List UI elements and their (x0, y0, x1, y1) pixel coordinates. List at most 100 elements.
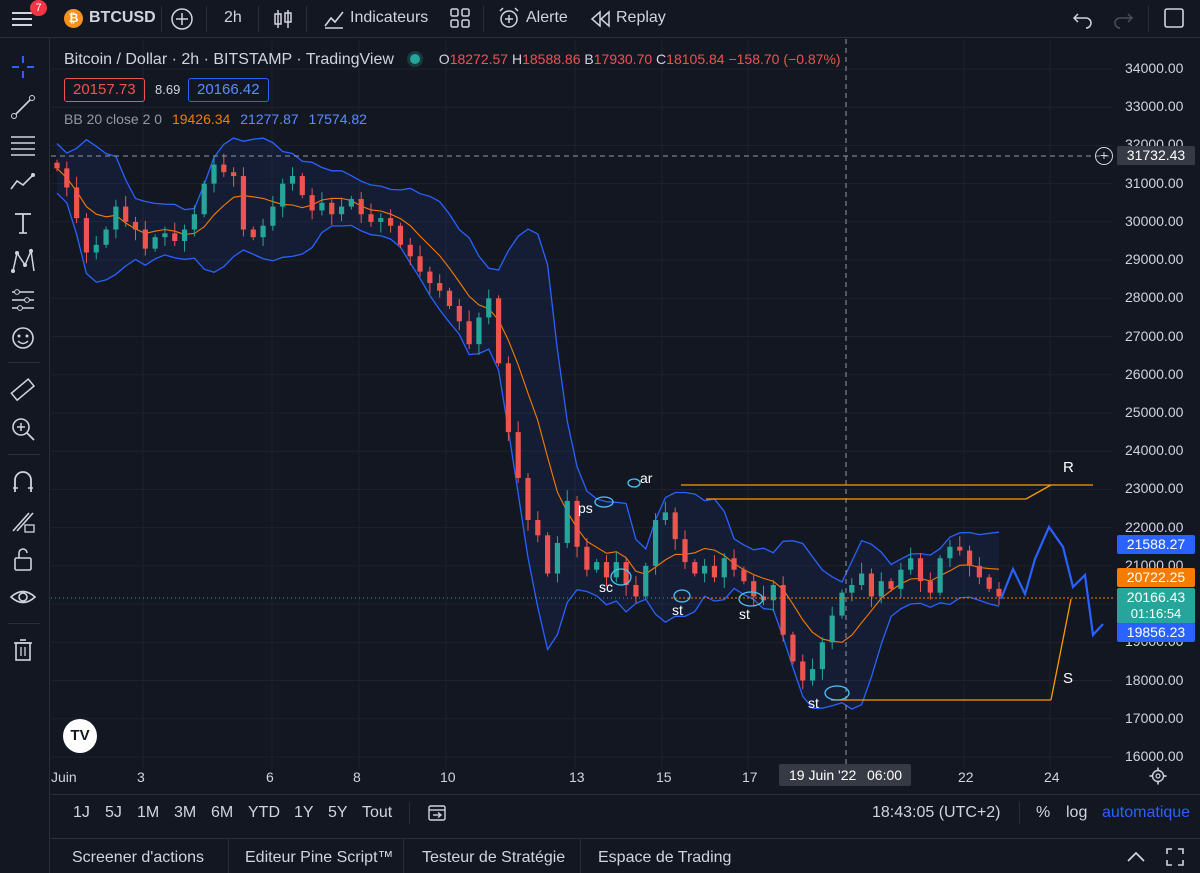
divider (161, 6, 162, 32)
fullscreen-icon[interactable] (1163, 7, 1185, 29)
candle (751, 581, 757, 597)
candle (289, 176, 296, 184)
settings-gear-icon[interactable] (1149, 767, 1167, 785)
text-tool-icon[interactable] (9, 209, 37, 237)
price-axis[interactable]: 34000.00 33000.00 32000.00 31000.00 30000.00… (1113, 39, 1200, 769)
prediction-icon[interactable] (9, 286, 37, 314)
redo-icon[interactable] (1112, 8, 1134, 30)
crosshair-icon[interactable] (9, 53, 37, 81)
auto-toggle[interactable]: automatique (1102, 804, 1191, 821)
alarm-clock-icon[interactable] (497, 6, 521, 30)
candle (260, 225, 266, 238)
candle (692, 562, 698, 574)
add-alert-icon[interactable]: + (1095, 147, 1113, 165)
basis-price-label: 20722.25 (1117, 568, 1195, 587)
unlock-icon[interactable] (9, 545, 37, 573)
trash-icon[interactable] (9, 636, 37, 664)
candle (132, 221, 139, 230)
candle (211, 164, 217, 184)
range-3m[interactable]: 3M (174, 804, 197, 821)
tradingview-logo[interactable]: TV (63, 719, 97, 753)
buy-button[interactable]: 20166.42 (188, 78, 269, 102)
range-1y[interactable]: 1Y (294, 804, 314, 821)
candle (172, 233, 178, 241)
emoji-icon[interactable] (9, 324, 37, 352)
tab-strategy-tester[interactable]: Testeur de Stratégie (422, 849, 566, 866)
candle (329, 202, 335, 215)
ruler-icon[interactable] (9, 376, 37, 404)
spread-value: 8.69 (155, 82, 181, 97)
candle (466, 321, 472, 345)
interval-button[interactable]: 2h (224, 9, 242, 26)
replay-button[interactable]: Replay (616, 9, 666, 26)
candle (64, 168, 70, 188)
candle (427, 271, 433, 284)
tab-trading-panel[interactable]: Espace de Trading (598, 849, 732, 866)
price-tick-label: 30000.00 (1125, 212, 1184, 229)
replay-icon[interactable] (590, 9, 612, 29)
range-1d[interactable]: 1J (73, 804, 90, 821)
magnet-icon[interactable] (9, 468, 37, 496)
brush-icon[interactable] (9, 169, 37, 197)
legend-row: Bitcoin / Dollar · 2h · BITSTAMP · Tradi… (64, 51, 841, 68)
candle (368, 214, 374, 222)
range-1m[interactable]: 1M (137, 804, 160, 821)
undo-icon[interactable] (1072, 8, 1094, 30)
candle (250, 229, 256, 238)
layouts-icon[interactable] (449, 7, 471, 29)
time-tick-label: 13 (569, 769, 585, 785)
chart-grid (51, 39, 1113, 769)
symbol-button[interactable]: BTCUSD (89, 9, 156, 26)
candle (280, 183, 286, 207)
candle (868, 573, 875, 597)
candle (221, 164, 227, 173)
fib-retracement-icon[interactable] (9, 131, 37, 159)
range-5d[interactable]: 5J (105, 804, 122, 821)
symbol-title[interactable]: Bitcoin / Dollar · 2h · BITSTAMP · Tradi… (64, 51, 394, 68)
log-toggle[interactable]: log (1066, 804, 1088, 821)
candle (731, 558, 737, 570)
clock[interactable]: 18:43:05 (UTC+2) (872, 804, 1001, 821)
range-ytd[interactable]: YTD (248, 804, 280, 821)
add-symbol-icon[interactable] (170, 7, 194, 31)
lock-drawing-icon[interactable] (9, 507, 37, 535)
indicators-button[interactable]: Indicateurs (350, 9, 429, 26)
bottom-panel: Screener d'actions Editeur Pine Script™ … (51, 838, 1200, 873)
price-tick-label: 29000.00 (1125, 251, 1184, 268)
zoom-in-icon[interactable] (9, 415, 37, 443)
alert-button[interactable]: Alerte (526, 9, 568, 26)
candle (584, 546, 590, 570)
chart-area[interactable]: ps ar sc st st st R S Bitcoin / Dollar ·… (51, 39, 1200, 789)
candle (388, 218, 394, 226)
projection-path (999, 524, 1104, 638)
candle (800, 661, 806, 681)
tab-pine-editor[interactable]: Editeur Pine Script™ (245, 849, 394, 866)
go-to-date-icon[interactable] (427, 803, 447, 823)
range-6m[interactable]: 6M (211, 804, 234, 821)
pattern-icon[interactable] (9, 247, 37, 275)
candle (652, 520, 659, 566)
time-tick-label: 24 (1044, 769, 1060, 785)
tab-stock-screener[interactable]: Screener d'actions (72, 849, 205, 866)
market-status-dot (410, 54, 421, 64)
st-marker-1 (673, 589, 691, 603)
time-tick-label: 3 (137, 769, 145, 785)
divider (8, 454, 40, 455)
candles-style-icon[interactable] (272, 7, 294, 31)
menu-icon[interactable] (10, 8, 34, 30)
chevron-up-icon[interactable] (1125, 848, 1147, 866)
candle (849, 585, 855, 593)
eye-icon[interactable] (9, 583, 37, 611)
candle (859, 573, 865, 585)
trend-line-icon[interactable] (9, 93, 37, 121)
range-all[interactable]: Tout (362, 804, 393, 821)
bb-legend[interactable]: BB 20 close 2 0 19426.34 21277.87 17574.… (64, 111, 367, 127)
indicators-icon[interactable] (322, 7, 346, 31)
last-price-label: 20166.43 01:16:54 (1117, 588, 1195, 624)
maximize-icon[interactable] (1165, 847, 1185, 867)
sell-button[interactable]: 20157.73 (64, 78, 145, 102)
time-axis[interactable]: Juin 3 6 8 10 13 15 17 22 24 (51, 769, 1113, 789)
range-5y[interactable]: 5Y (328, 804, 348, 821)
percent-toggle[interactable]: % (1036, 804, 1051, 821)
price-chart[interactable] (51, 39, 1200, 789)
